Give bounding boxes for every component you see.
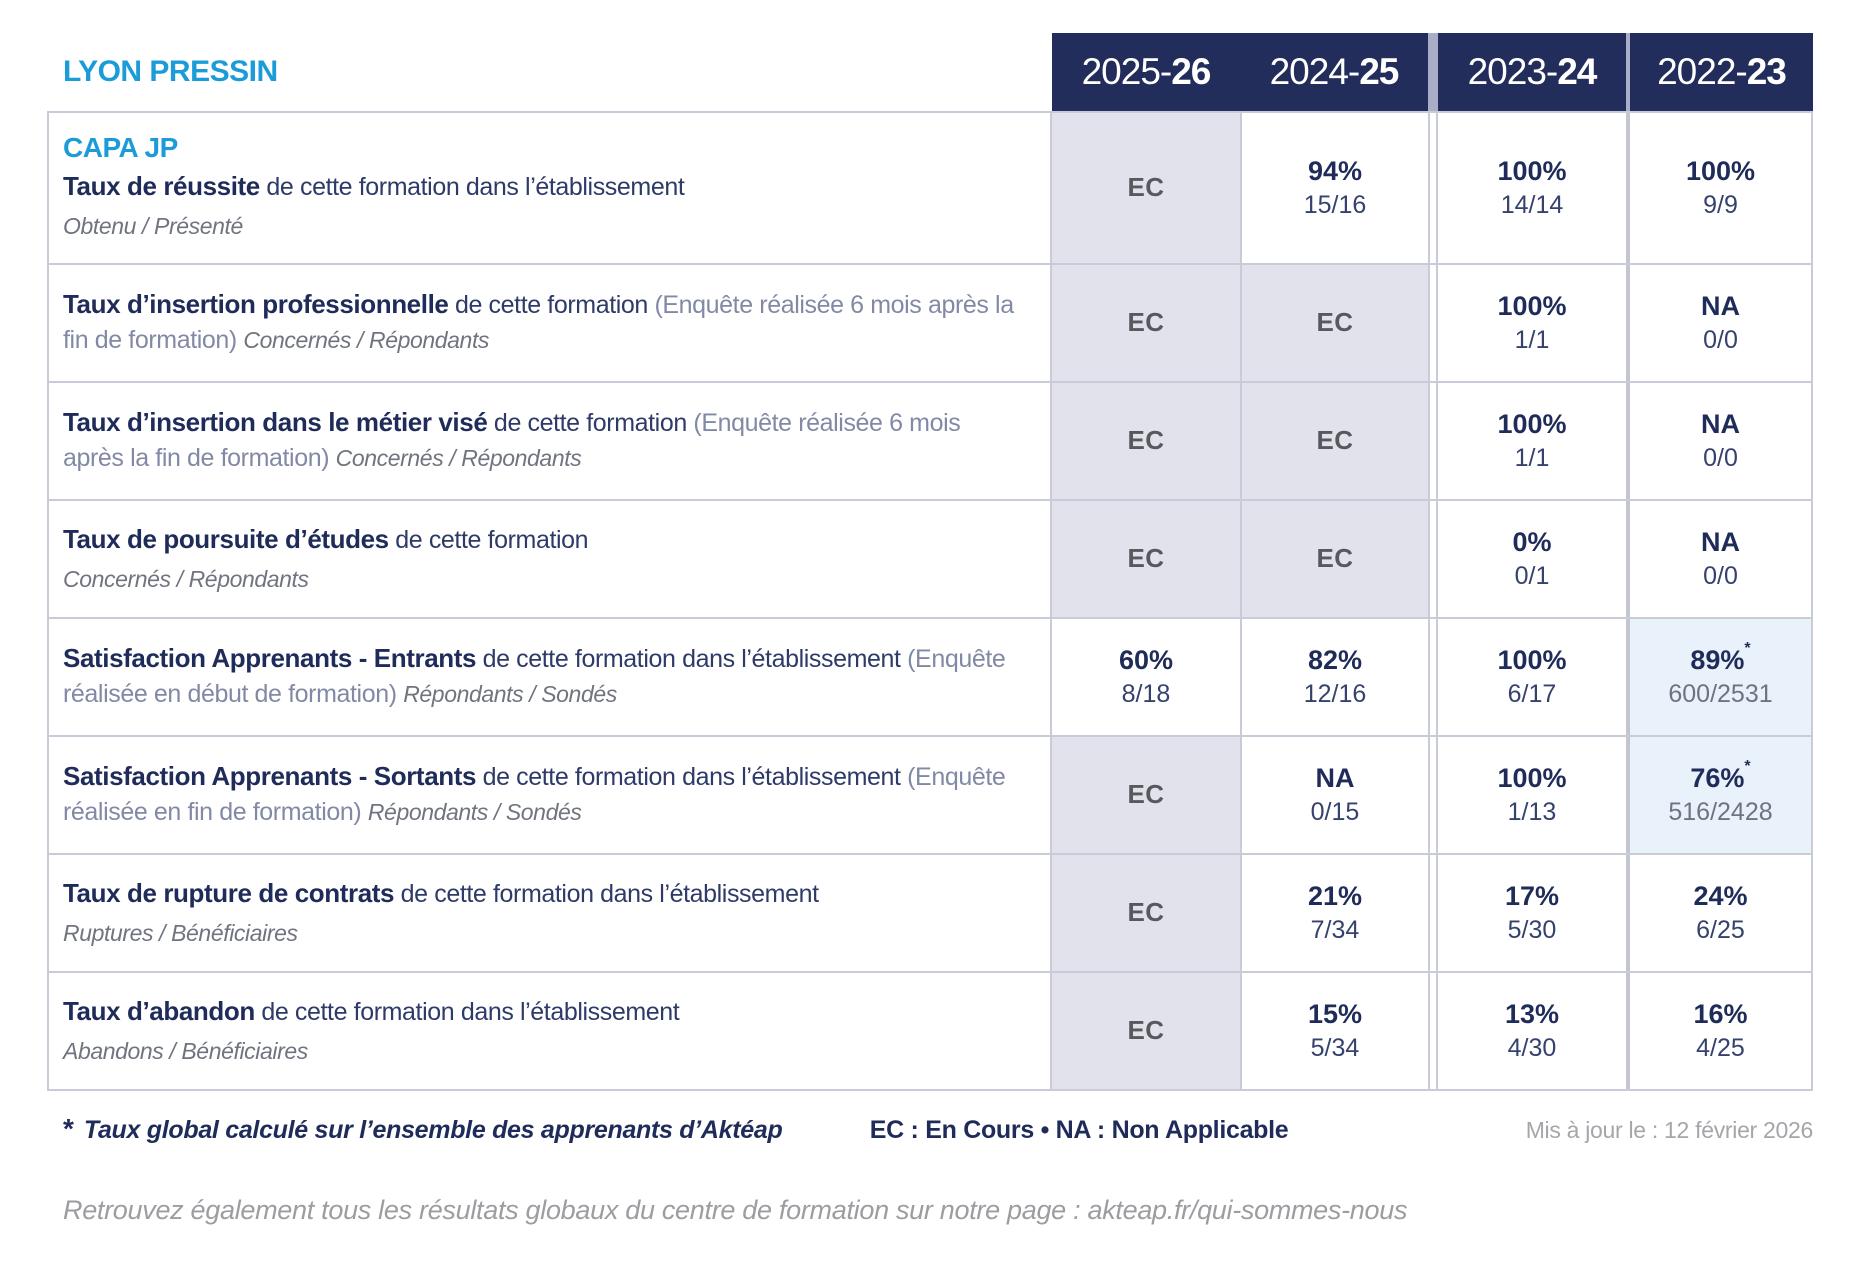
column-divider — [1428, 501, 1438, 619]
column-divider — [1428, 855, 1438, 973]
site-title: LYON PRESSIN — [63, 55, 278, 88]
row-sublabel: Concernés / Répondants — [63, 565, 309, 592]
cell-insertionpro-2022-23: NA 0/0 — [1630, 265, 1813, 383]
asterisk: * — [63, 1113, 74, 1144]
column-divider — [1428, 383, 1438, 501]
column-divider — [1428, 973, 1438, 1091]
row-label-satisfaction-sortants: Satisfaction Apprenants - Sortants de ce… — [47, 737, 1052, 855]
row-sublabel: Obtenu / Présenté — [63, 212, 243, 239]
column-divider — [1428, 737, 1438, 855]
row-label-satisfaction-entrants: Satisfaction Apprenants - Entrants de ce… — [47, 619, 1052, 737]
column-divider — [1626, 501, 1630, 619]
column-divider — [1626, 113, 1630, 265]
cell-rupture-2025-26: EC — [1052, 855, 1242, 973]
column-divider — [1626, 383, 1630, 501]
cell-insertionmetier-2025-26: EC — [1052, 383, 1242, 501]
cell-rupture-2024-25: 21% 7/34 — [1242, 855, 1428, 973]
last-updated: Mis à jour le : 12 février 2026 — [1525, 1117, 1814, 1143]
cell-satentrants-2024-25: 82% 12/16 — [1242, 619, 1428, 737]
column-divider — [1626, 265, 1630, 383]
year-header-block-1: 2025-26 2024-25 — [1052, 33, 1428, 113]
cell-abandon-2024-25: 15% 5/34 — [1242, 973, 1428, 1091]
cell-insertionpro-2025-26: EC — [1052, 265, 1242, 383]
cell-insertionmetier-2023-24: 100% 1/1 — [1438, 383, 1626, 501]
cell-insertionmetier-2022-23: NA 0/0 — [1630, 383, 1813, 501]
column-divider — [1428, 113, 1438, 265]
cell-poursuite-2024-25: EC — [1242, 501, 1428, 619]
cell-poursuite-2025-26: EC — [1052, 501, 1242, 619]
column-divider — [1626, 619, 1630, 737]
cell-reussite-2023-24: 100% 14/14 — [1438, 113, 1626, 265]
cell-satsortants-2023-24: 100% 1/13 — [1438, 737, 1626, 855]
column-divider — [1626, 737, 1630, 855]
cell-abandon-2022-23: 16% 4/25 — [1630, 973, 1813, 1091]
year-header-2023-24: 2023-24 — [1438, 33, 1626, 113]
cell-insertionpro-2024-25: EC — [1242, 265, 1428, 383]
abbreviation-legend: EC : En Cours • NA : Non Applicable — [869, 1116, 1289, 1144]
program-title: CAPA JP — [63, 132, 178, 164]
year-header-2024-25: 2024-25 — [1269, 51, 1400, 92]
column-divider — [1428, 619, 1438, 737]
cell-satsortants-2024-25: NA 0/15 — [1242, 737, 1428, 855]
header-divider — [1428, 33, 1438, 113]
table-footer: * Taux global calculé sur l’ensemble des … — [47, 1113, 1813, 1145]
header-divider — [1626, 33, 1630, 113]
results-table: LYON PRESSIN 2025-26 2024-25 2023-24 202… — [47, 33, 1813, 1091]
row-label-insertion-metier: Taux d’insertion dans le métier visé de … — [47, 383, 1052, 501]
row-sublabel: Ruptures / Bénéficiaires — [63, 919, 298, 946]
row-sublabel: Abandons / Bénéficiaires — [63, 1037, 308, 1064]
column-divider — [1626, 855, 1630, 973]
cell-abandon-2025-26: EC — [1052, 973, 1242, 1091]
row-label-rupture-contrats: Taux de rupture de contrats de cette for… — [47, 855, 1052, 973]
cell-reussite-2022-23: 100% 9/9 — [1630, 113, 1813, 265]
row-label-taux-reussite: CAPA JP Taux de réussite de cette format… — [47, 113, 1052, 265]
year-header-2022-23: 2022-23 — [1630, 33, 1813, 113]
cell-satsortants-2025-26: EC — [1052, 737, 1242, 855]
cell-reussite-2024-25: 94% 15/16 — [1242, 113, 1428, 265]
cell-satentrants-2025-26: 60% 8/18 — [1052, 619, 1242, 737]
row-label-abandon: Taux d’abandon de cette formation dans l… — [47, 973, 1052, 1091]
bottom-note: Retrouvez également tous les résultats g… — [63, 1195, 1408, 1225]
cell-reussite-2025-26: EC — [1052, 113, 1242, 265]
column-divider — [1428, 265, 1438, 383]
cell-insertionmetier-2024-25: EC — [1242, 383, 1428, 501]
cell-satentrants-2023-24: 100% 6/17 — [1438, 619, 1626, 737]
footnote: * Taux global calculé sur l’ensemble des … — [63, 1113, 783, 1144]
cell-insertionpro-2023-24: 100% 1/1 — [1438, 265, 1626, 383]
cell-rupture-2023-24: 17% 5/30 — [1438, 855, 1626, 973]
global-rate-asterisk: * — [1744, 758, 1751, 776]
year-header-2025-26: 2025-26 — [1081, 51, 1212, 92]
cell-poursuite-2022-23: NA 0/0 — [1630, 501, 1813, 619]
row-label-insertion-pro: Taux d’insertion professionnelle de cett… — [47, 265, 1052, 383]
cell-rupture-2022-23: 24% 6/25 — [1630, 855, 1813, 973]
cell-poursuite-2023-24: 0% 0/1 — [1438, 501, 1626, 619]
cell-satsortants-2022-23: 76%* 516/2428 — [1630, 737, 1813, 855]
cell-satentrants-2022-23: 89%* 600/2531 — [1630, 619, 1813, 737]
row-label-poursuite-etudes: Taux de poursuite d’études de cette form… — [47, 501, 1052, 619]
column-divider — [1626, 973, 1630, 1091]
table-corner: LYON PRESSIN — [47, 33, 1052, 113]
cell-abandon-2023-24: 13% 4/30 — [1438, 973, 1626, 1091]
global-rate-asterisk: * — [1744, 640, 1751, 658]
